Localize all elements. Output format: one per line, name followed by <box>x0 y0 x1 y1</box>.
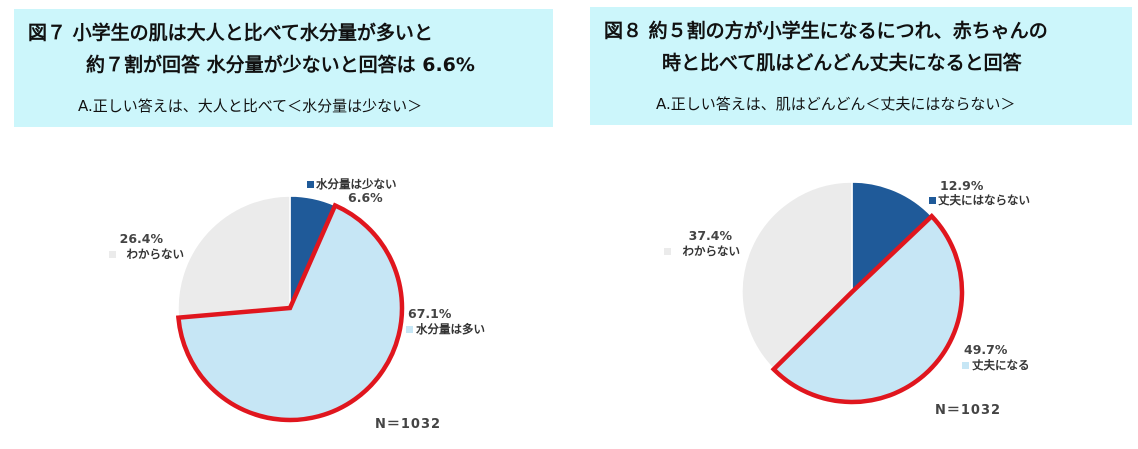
chart-2-answer: A.正しい答えは、肌はどんどん＜丈夫にはならない＞ <box>656 95 1016 113</box>
legend-swatch <box>929 197 936 204</box>
chart-2-header: 図８ 約５割の方が小学生になるにつれ、赤ちゃんの 時と比べて肌はどんどん丈夫にな… <box>590 7 1132 125</box>
pie-slice-category-label: わからない <box>127 247 185 261</box>
chart-1-title-line2: 約７割が回答 水分量が少ないと回答は 6.6% <box>86 54 475 76</box>
sample-size-label: N＝1032 <box>935 403 1001 418</box>
pie-slice-category-label: 水分量は多い <box>416 322 485 336</box>
legend-swatch <box>109 251 116 258</box>
pie-slice-value-label: 49.7% <box>964 342 1008 357</box>
pie-slice-category-label: 丈夫にはならない <box>938 193 1030 207</box>
chart-2-pie: 12.9%丈夫にはならない 49.7%丈夫になる 37.4%わからない N＝1032 <box>664 178 1030 418</box>
chart-2-title-line1: 図８ 約５割の方が小学生になるにつれ、赤ちゃんの <box>604 20 1048 42</box>
pie-slice-highlight-outline <box>175 202 405 423</box>
chart-1-pie: 6.6%水分量は少ない 67.1%水分量は多い 26.4%わからない N＝1032 <box>109 177 485 432</box>
chart-1-title-line1: 図７ 小学生の肌は大人と比べて水分量が多いと <box>28 22 433 44</box>
pie-slice-value-label: 67.1% <box>408 306 452 321</box>
pie-slice-category-label: 丈夫になる <box>972 358 1030 372</box>
pie-slice-3 <box>741 181 853 371</box>
sample-size-label: N＝1032 <box>375 417 441 432</box>
legend-swatch <box>962 362 969 369</box>
chart-1-header: 図７ 小学生の肌は大人と比べて水分量が多いと 約７割が回答 水分量が少ないと回答… <box>14 9 553 127</box>
pie-slice-value-label: 26.4% <box>120 231 164 246</box>
pie-slice-category-label: 水分量は少ない <box>316 177 397 191</box>
legend-swatch <box>406 326 413 333</box>
pie-slice-1 <box>851 181 933 294</box>
pie-slice-value-label: 6.6% <box>348 190 383 205</box>
legend-swatch <box>307 181 314 188</box>
chart-1-answer: A.正しい答えは、大人と比べて＜水分量は少ない＞ <box>78 97 423 115</box>
chart-panel-2: 図８ 約５割の方が小学生になるにつれ、赤ちゃんの 時と比べて肌はどんどん丈夫にな… <box>584 0 1138 449</box>
pie-slice-value-label: 12.9% <box>940 178 984 193</box>
chart-panel-1: 図７ 小学生の肌は大人と比べて水分量が多いと 約７割が回答 水分量が少ないと回答… <box>0 0 568 449</box>
legend-swatch <box>664 248 671 255</box>
pie-slice-3 <box>177 195 291 319</box>
chart-2-title-line2: 時と比べて肌はどんどん丈夫になると回答 <box>662 52 1022 74</box>
pie-slice-highlight-outline <box>770 213 965 405</box>
pie-slice-value-label: 37.4% <box>689 228 733 243</box>
pie-slice-category-label: わからない <box>683 244 741 258</box>
